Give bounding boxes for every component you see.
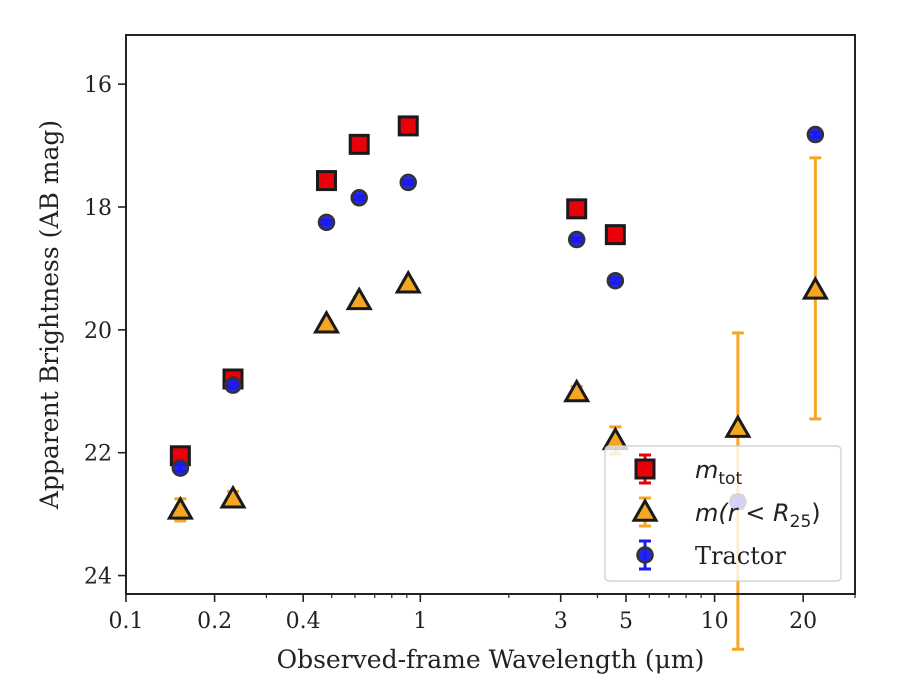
triangle-marker — [166, 495, 194, 520]
x-tick-label: 5 — [619, 609, 633, 634]
circle-marker — [567, 230, 586, 249]
y-tick-label: 22 — [84, 442, 112, 467]
y-tick-label: 24 — [84, 565, 112, 590]
triangle-marker — [219, 484, 247, 509]
triangle-marker — [563, 378, 591, 403]
y-tick-label: 16 — [84, 73, 112, 98]
circle-marker — [350, 189, 368, 207]
legend-box — [604, 445, 842, 582]
square-marker — [397, 115, 419, 137]
x-tick-label: 10 — [701, 609, 729, 634]
square-marker — [348, 133, 370, 155]
plot-frame — [125, 34, 856, 595]
square-marker — [315, 170, 337, 192]
x-tick-label: 1 — [413, 609, 427, 634]
circle-marker — [224, 376, 242, 394]
x-tick-label: 0.1 — [109, 609, 144, 634]
x-tick-label: 3 — [554, 609, 568, 634]
square-marker — [604, 224, 626, 246]
y-tick-label: 20 — [84, 319, 112, 344]
circle-marker — [399, 173, 417, 192]
legend-triangle-marker — [631, 497, 659, 522]
axis-ticks: 0.1 0.2 0.4 1 3 5 10 20 16 18 20 22 24 — [84, 73, 856, 634]
x-axis-label: Observed-frame Wavelength (μm) — [277, 645, 705, 674]
circle-marker — [317, 213, 336, 232]
legend-entry-label: mtot — [695, 456, 742, 489]
legend-entry-label: Tractor — [695, 542, 786, 570]
square-marker — [566, 198, 588, 220]
circle-marker — [171, 459, 190, 477]
legend-entry-label: m(r < R25) — [695, 499, 821, 532]
x-tick-label: 0.2 — [197, 609, 232, 634]
triangle-marker — [801, 275, 829, 300]
legend: mtot m(r < R25) Tractor — [604, 445, 842, 582]
legend-square-marker — [634, 458, 656, 480]
legend-circle-marker — [636, 546, 654, 564]
triangle-marker — [312, 309, 341, 334]
x-tick-label: 0.4 — [286, 609, 321, 634]
triangle-marker — [394, 269, 422, 294]
y-tick-label: 18 — [84, 196, 112, 221]
x-tick-label: 20 — [789, 609, 817, 634]
triangle-marker — [724, 414, 752, 438]
circle-marker — [806, 125, 825, 144]
triangle-marker — [345, 286, 373, 311]
circle-marker — [606, 271, 625, 290]
y-axis-label: Apparent Brightness (AB mag) — [35, 120, 64, 510]
